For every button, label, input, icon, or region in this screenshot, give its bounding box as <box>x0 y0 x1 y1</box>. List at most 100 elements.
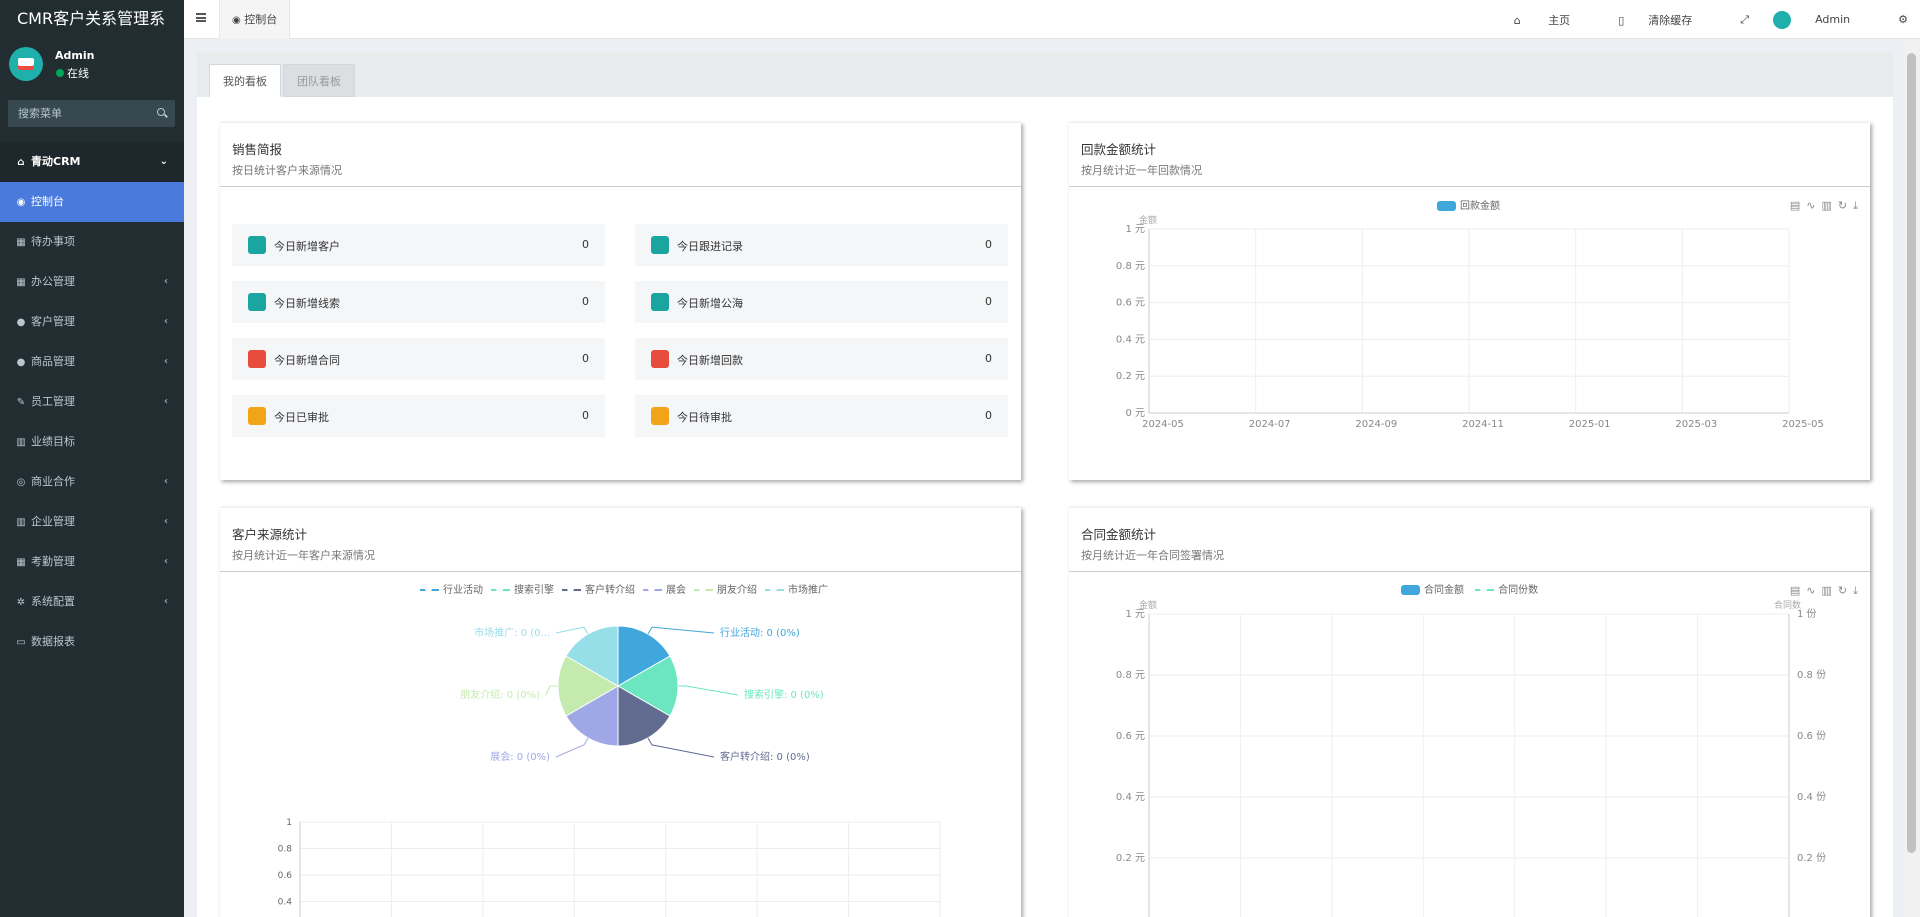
search-icon[interactable] <box>157 108 165 116</box>
y-tick-label: 0.8 元 <box>1116 670 1145 681</box>
refresh-icon[interactable]: ↻ <box>1837 199 1854 212</box>
sidebar-item-5[interactable]: ● 商品管理 ‹ <box>0 342 184 382</box>
stat-icon <box>651 293 669 311</box>
dashboard-icon: ◉ <box>16 197 26 208</box>
chevron-left-icon: ‹ <box>164 316 168 327</box>
legend-item[interactable]: 朋友介绍 <box>694 585 757 596</box>
stat-value: 0 <box>582 409 589 422</box>
tab-team-board[interactable]: 团队看板 <box>283 64 355 97</box>
menu-search <box>8 100 175 127</box>
fullscreen-icon[interactable]: ⤢ <box>1740 12 1750 26</box>
user-status: 在线 <box>56 65 89 81</box>
stat-value: 0 <box>582 238 589 251</box>
chevron-down-icon: ⌄ <box>159 156 168 167</box>
search-input[interactable] <box>8 100 148 127</box>
legend-item[interactable]: 行业活动 <box>420 585 483 596</box>
sidebar-item-4[interactable]: ● 客户管理 ‹ <box>0 302 184 342</box>
stat-icon <box>248 236 266 254</box>
legend-item-count[interactable]: 合同份数 <box>1475 585 1538 596</box>
x-tick-label: 2024-07 <box>1249 419 1291 430</box>
download-icon[interactable]: ⤓ <box>1853 199 1864 212</box>
windows-icon: ▦ <box>16 277 26 288</box>
eye-icon: ◎ <box>16 477 26 488</box>
card-title: 客户来源统计 <box>232 527 308 542</box>
sidebar-item-8[interactable]: ◎ 商业合作 ‹ <box>0 462 184 502</box>
admin-menu[interactable]: Admin <box>1773 10 1874 29</box>
chevron-left-icon: ‹ <box>164 356 168 367</box>
source-card: 客户来源统计 按月统计近一年客户来源情况 行业活动 搜索引擎 客户转介绍 展会 朋友介绍… <box>220 507 1021 917</box>
line-chart-icon[interactable]: ∿ <box>1806 199 1822 212</box>
tab-my-board[interactable]: 我的看板 <box>209 64 281 97</box>
stat-item: 今日已审批 0 <box>232 395 605 437</box>
y-tick-label: 1 <box>286 818 292 828</box>
sidebar-menu: ⌂ 青动CRM ⌄ ◉ 控制台 ▦ 待办事项 ▦ 办公管理 ‹ ● 客户管理 ‹ ● 商品管理 ‹ ✎ 员工管理 ‹… <box>0 142 184 662</box>
stat-value: 0 <box>582 352 589 365</box>
page-scrollbar[interactable] <box>1903 39 1920 917</box>
sidebar-item-7[interactable]: ▥ 业绩目标 <box>0 422 184 462</box>
line-chart-icon[interactable]: ∿ <box>1806 584 1822 597</box>
x-tick-label: 2024-11 <box>1462 419 1504 430</box>
sidebar-item-2[interactable]: ▦ 待办事项 <box>0 222 184 262</box>
y-tick-label: 0.4 <box>278 898 293 908</box>
sales-brief-card: 销售简报 按日统计客户来源情况 今日新增客户 0 今日跟进记录 0 今日新增线索 0 今日新… <box>220 122 1021 480</box>
legend-item[interactable]: 市场推广 <box>765 585 828 596</box>
card-title: 销售简报 <box>232 142 283 157</box>
settings-icon[interactable]: ⚙ <box>1898 13 1908 26</box>
home-link[interactable]: ⌂ 主页 <box>1513 13 1571 27</box>
chevron-left-icon: ‹ <box>164 396 168 407</box>
payment-chart: 金额 0 元 0.2 元 0.4 元 0.6 元 0.8 元 1 元 2024-05 2024-… <box>1116 214 1824 430</box>
y-tick-label-right: 0.4 份 <box>1797 791 1826 803</box>
contract-card: 合同金额统计 按月统计近一年合同签署情况 合同金额 合同份数 ▤∿▥↻⤓ 金额 合… <box>1069 507 1870 917</box>
chart-legend[interactable]: 回款金额 <box>1437 197 1500 212</box>
payment-card: 回款金额统计 按月统计近一年回款情况 回款金额 ▤∿▥↻⤓ 金额 0 元 0.2 元… <box>1069 122 1870 480</box>
source-pie-chart: 行业活动: 0 (0%) 搜索引擎: 0 (0%) 客户转介绍: 0 (0%) 展会:… <box>278 625 941 917</box>
sidebar-item-11[interactable]: ✲ 系统配置 ‹ <box>0 582 184 622</box>
y-tick-label: 0.2 元 <box>1116 371 1145 382</box>
scrollbar-thumb[interactable] <box>1907 53 1916 853</box>
board-tabs: 我的看板 团队看板 <box>197 52 1893 97</box>
data-view-icon[interactable]: ▤ <box>1789 584 1807 597</box>
sidebar-item-1[interactable]: ◉ 控制台 <box>0 182 184 222</box>
sidebar-item-3[interactable]: ▦ 办公管理 ‹ <box>0 262 184 302</box>
product-icon: ● <box>16 357 26 368</box>
legend-item[interactable]: 搜索引擎 <box>491 585 554 596</box>
chart-legend: 行业活动 搜索引擎 客户转介绍 展会 朋友介绍 市场推广 <box>420 581 836 596</box>
sidebar-item-label: 控制台 <box>31 195 64 208</box>
tab-dashboard[interactable]: ◉ 控制台 <box>219 0 291 39</box>
stat-label: 今日待审批 <box>677 411 732 424</box>
user-name: Admin <box>55 49 95 62</box>
pie-label: 搜索引擎: 0 (0%) <box>744 688 824 701</box>
x-tick-label: 2025-03 <box>1675 419 1717 430</box>
sidebar-item-6[interactable]: ✎ 员工管理 ‹ <box>0 382 184 422</box>
stat-value: 0 <box>985 238 992 251</box>
sidebar-item-0[interactable]: ⌂ 青动CRM ⌄ <box>0 142 184 182</box>
clear-cache-button[interactable]: ▯ 清除缓存 <box>1618 13 1693 27</box>
stat-value: 0 <box>985 295 992 308</box>
y-tick-label: 0.6 元 <box>1116 731 1145 742</box>
sidebar-item-label: 员工管理 <box>31 395 75 408</box>
legend-item-amount[interactable]: 合同金额 <box>1401 585 1464 596</box>
card-subtitle: 按月统计近一年回款情况 <box>1081 164 1202 177</box>
stat-item: 今日新增公海 0 <box>635 281 1008 323</box>
bank-icon: ▥ <box>16 517 26 528</box>
legend-item[interactable]: 客户转介绍 <box>562 585 635 596</box>
y-tick-label: 1 元 <box>1125 609 1145 620</box>
y-tick-label: 0.4 元 <box>1116 792 1145 803</box>
card-title: 回款金额统计 <box>1081 142 1157 157</box>
users-icon: ● <box>16 317 26 328</box>
sidebar-item-9[interactable]: ▥ 企业管理 ‹ <box>0 502 184 542</box>
stat-label: 今日新增客户 <box>274 240 340 253</box>
bar-chart-icon[interactable]: ▥ <box>1821 199 1838 212</box>
menu-toggle-icon[interactable] <box>196 13 206 22</box>
bar-chart-icon[interactable]: ▥ <box>1821 584 1838 597</box>
chart-legend: 合同金额 合同份数 <box>1401 581 1538 596</box>
legend-item[interactable]: 展会 <box>643 585 686 596</box>
download-icon[interactable]: ⤓ <box>1853 584 1864 597</box>
data-view-icon[interactable]: ▤ <box>1789 199 1807 212</box>
sidebar-item-10[interactable]: ▦ 考勤管理 ‹ <box>0 542 184 582</box>
refresh-icon[interactable]: ↻ <box>1837 584 1854 597</box>
sidebar-item-12[interactable]: ▭ 数据报表 <box>0 622 184 662</box>
app-logo[interactable]: CMR客户关系管理系 <box>0 0 184 37</box>
y-tick-label: 0.2 元 <box>1116 853 1145 864</box>
avatar <box>1773 10 1792 29</box>
